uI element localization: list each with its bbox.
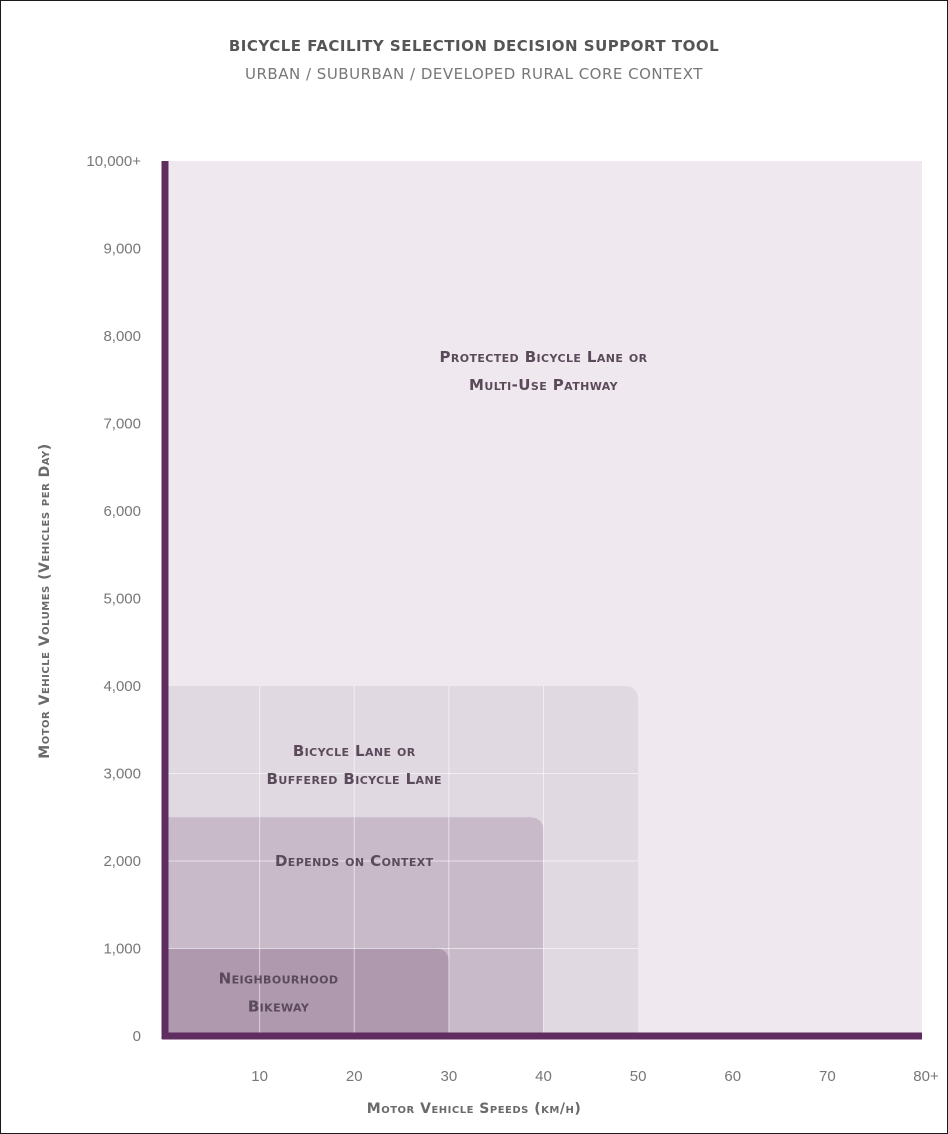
- x-tick-label: 60: [724, 1068, 741, 1085]
- x-tick-label: 40: [535, 1068, 552, 1085]
- y-tick-label: 7,000: [103, 416, 141, 433]
- x-axis-label: Motor Vehicle Speeds (km/h): [366, 1101, 582, 1117]
- chart-title: BICYCLE FACILITY SELECTION DECISION SUPP…: [228, 37, 720, 55]
- y-tick-label: 8,000: [103, 328, 141, 345]
- zone-label-protected: Multi-Use Pathway: [469, 376, 619, 394]
- zone-label-protected: Protected Bicycle Lane or: [439, 348, 647, 366]
- y-tick-label: 4,000: [103, 678, 141, 695]
- x-tick-label: 70: [819, 1068, 836, 1085]
- x-tick-label: 50: [630, 1068, 647, 1085]
- y-tick-label: 3,000: [103, 766, 141, 783]
- zone-label-bicycle-lane: Bicycle Lane or: [293, 742, 416, 760]
- zone-neighbourhood: [165, 948, 449, 1036]
- zone-label-neighbourhood: Neighbourhood: [219, 969, 339, 987]
- y-tick-label: 2,000: [103, 853, 141, 870]
- x-tick-label: 80+: [913, 1068, 939, 1085]
- y-tick-label: 5,000: [103, 591, 141, 608]
- x-tick-label: 30: [441, 1068, 458, 1085]
- zone-label-depends: Depends on Context: [275, 852, 434, 870]
- zone-label-bicycle-lane: Buffered Bicycle Lane: [267, 770, 442, 788]
- y-tick-label: 0: [133, 1028, 141, 1045]
- y-tick-label: 6,000: [103, 503, 141, 520]
- chart-subtitle: URBAN / SUBURBAN / DEVELOPED RURAL CORE …: [245, 65, 703, 83]
- x-tick-label: 20: [346, 1068, 363, 1085]
- y-tick-label: 1,000: [103, 941, 141, 958]
- y-tick-label: 10,000+: [86, 153, 141, 170]
- zone-label-neighbourhood: Bikeway: [248, 997, 310, 1015]
- x-tick-label: 10: [251, 1068, 268, 1085]
- y-tick-label: 9,000: [103, 241, 141, 258]
